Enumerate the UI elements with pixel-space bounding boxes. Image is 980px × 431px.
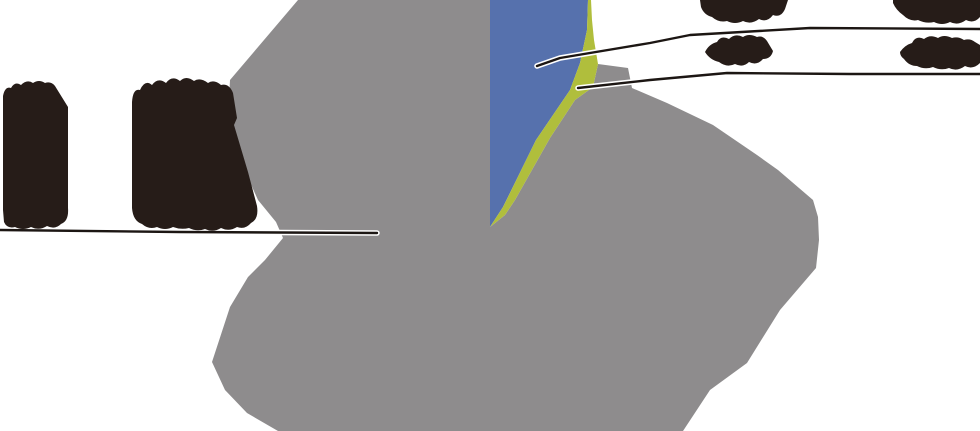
data-label-blue-redacted[interactable]	[700, 0, 980, 24]
leader-line-gray	[0, 227, 380, 236]
leader-line-green	[575, 70, 980, 91]
label-blob-gray-word-1	[3, 81, 69, 229]
leader-line-green-stroke	[576, 71, 980, 90]
data-label-green-redacted[interactable]	[705, 35, 980, 70]
pie-slice-gray[interactable]	[212, 0, 819, 431]
label-blob-gray-word-2	[132, 78, 258, 231]
label-blob-green-word-2	[900, 36, 980, 70]
leader-line-blue-stroke	[535, 26, 980, 68]
label-blob-blue-word-1	[700, 0, 788, 23]
data-label-gray-redacted[interactable]	[3, 78, 258, 231]
label-blob-green-word-1	[705, 35, 773, 66]
leader-line-blue	[534, 25, 980, 69]
leader-line-gray-stroke	[0, 228, 379, 235]
label-blob-blue-word-2	[893, 0, 980, 24]
